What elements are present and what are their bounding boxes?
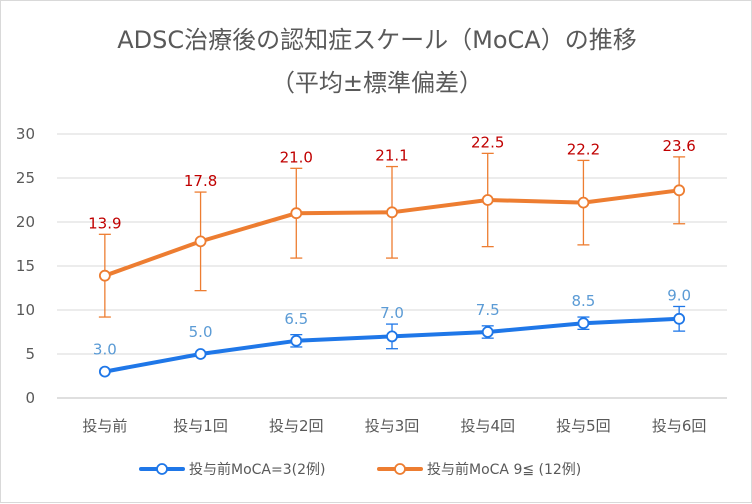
x-tick-label: 投与6回 <box>652 417 707 435</box>
data-label: 21.0 <box>280 148 313 166</box>
data-point <box>386 206 398 219</box>
data-label: 8.5 <box>571 292 595 310</box>
series-1: 3.0 5.0 6.5 7.0 7.5 8.5 9.0 <box>93 286 691 378</box>
data-point <box>194 348 207 360</box>
data-label: 23.6 <box>662 137 695 155</box>
data-label: 6.5 <box>284 310 308 328</box>
data-point <box>194 235 207 248</box>
data-point <box>577 317 590 330</box>
data-point <box>577 196 590 209</box>
x-tick-label: 投与2回 <box>269 417 324 435</box>
data-label: 22.5 <box>471 133 504 151</box>
data-label: 5.0 <box>189 323 213 341</box>
x-tick-label: 投与1回 <box>173 417 228 435</box>
x-tick-label: 投与3回 <box>365 417 420 435</box>
data-point <box>481 326 494 338</box>
legend-item-2: 投与前MoCA 9≦ (12例) <box>377 461 581 478</box>
data-label: 13.9 <box>88 214 121 232</box>
data-point <box>673 184 686 197</box>
data-point <box>673 312 686 325</box>
legend: 投与前MoCA=3(2例) 投与前MoCA 9≦ (12例) <box>139 461 581 478</box>
data-point <box>98 269 111 282</box>
legend-swatch-marker <box>394 463 406 475</box>
x-axis: 投与前 投与1回 投与2回 投与3回 投与4回 投与5回 投与6回 <box>82 417 706 435</box>
data-label: 7.5 <box>476 301 500 319</box>
y-tick-label: 10 <box>16 301 35 319</box>
legend-label: 投与前MoCA 9≦ (12例) <box>427 461 581 478</box>
data-label: 9.0 <box>667 286 691 304</box>
x-tick-label: 投与前 <box>82 417 127 435</box>
series-layer: 3.0 5.0 6.5 7.0 7.5 8.5 9.0 13.9 17.8 21.0 21.1 22.… <box>88 133 696 378</box>
y-tick-label: 15 <box>16 257 35 275</box>
data-label: 21.1 <box>375 147 408 165</box>
series-2: 13.9 17.8 21.0 21.1 22.5 22.2 23.6 <box>88 133 696 318</box>
y-tick-label: 30 <box>16 125 35 143</box>
data-label: 7.0 <box>380 304 404 322</box>
y-tick-label: 20 <box>16 213 35 231</box>
legend-swatch-marker <box>156 463 168 475</box>
data-point <box>386 330 398 343</box>
data-label: 3.0 <box>93 341 117 359</box>
data-point <box>290 207 303 220</box>
legend-label: 投与前MoCA=3(2例) <box>189 461 325 478</box>
data-point <box>98 365 111 378</box>
data-point <box>481 194 494 206</box>
data-label: 17.8 <box>184 172 217 190</box>
chart-subtitle: （平均±標準偏差） <box>271 69 483 97</box>
x-tick-label: 投与4回 <box>460 417 515 435</box>
y-axis: 0 5 10 15 20 25 30 <box>16 125 35 407</box>
y-tick-label: 25 <box>16 169 35 187</box>
chart-title: ADSC治療後の認知症スケール（MoCA）の推移 <box>117 26 636 54</box>
legend-item-1: 投与前MoCA=3(2例) <box>139 461 325 478</box>
y-tick-label: 5 <box>25 345 35 363</box>
x-tick-label: 投与5回 <box>556 417 611 435</box>
y-tick-label: 0 <box>25 389 35 407</box>
data-point <box>290 334 303 347</box>
data-label: 22.2 <box>567 140 600 158</box>
